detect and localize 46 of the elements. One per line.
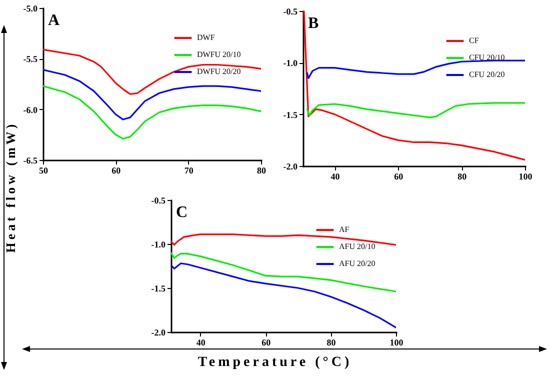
legend-label: CFU 20/20 (469, 70, 505, 79)
line-series (171, 252, 396, 292)
x-axis-title: Temperature (°C) (196, 355, 354, 371)
legend-label: AFU 20/20 (339, 259, 376, 268)
y-tick-label: -0.5 (283, 6, 298, 16)
y-tick-label: -5.0 (23, 4, 38, 14)
x-tick-label: 80 (257, 166, 266, 176)
x-tick-label: 40 (330, 172, 340, 182)
line-series (171, 262, 396, 328)
line-series (43, 48, 261, 95)
y-tick-label: -1.0 (283, 58, 298, 68)
y-tick-label: -1.0 (151, 240, 166, 250)
line-series (43, 69, 261, 120)
line-series (43, 85, 261, 140)
line-series (306, 60, 525, 79)
x-tick-label: 60 (112, 166, 122, 176)
line-series (306, 102, 525, 118)
annotation: B (308, 15, 319, 32)
y-tick-label: -6.5 (23, 156, 38, 166)
x-tick-label: 100 (518, 172, 533, 182)
legend-label: AF (339, 225, 350, 234)
y-axis-title: Heat flow (mW) (3, 120, 18, 255)
x-tick-label: 80 (326, 338, 336, 348)
y-tick-label: -5.5 (23, 54, 38, 64)
x-tick-label: 60 (262, 338, 272, 348)
y-tick-label: -6.0 (23, 104, 38, 115)
y-tick-label: -1.5 (283, 110, 298, 120)
legend-label: DWFU 20/20 (197, 67, 241, 76)
x-tick-label: 70 (184, 166, 194, 176)
x-tick-label: 100 (390, 338, 404, 348)
legend-label: AFU 20/10 (339, 242, 376, 251)
x-tick-label: 60 (394, 172, 404, 182)
legend-label: DWFU 20/10 (197, 50, 241, 59)
legend-label: CF (469, 36, 480, 45)
y-tick-label: -0.5 (151, 196, 166, 206)
annotation: C (176, 204, 188, 221)
legend-label: DWF (197, 33, 216, 42)
y-tick-label: -2.0 (283, 162, 298, 172)
x-tick-label: 80 (458, 172, 468, 182)
y-tick-label: -1.5 (151, 284, 166, 294)
x-tick-label: 50 (39, 166, 48, 176)
line-series (303, 11, 525, 161)
x-tick-label: 40 (196, 338, 206, 348)
legend-label: CFU 20/10 (469, 53, 505, 62)
annotation: A (48, 12, 60, 29)
y-tick-label: -2.0 (151, 328, 166, 338)
